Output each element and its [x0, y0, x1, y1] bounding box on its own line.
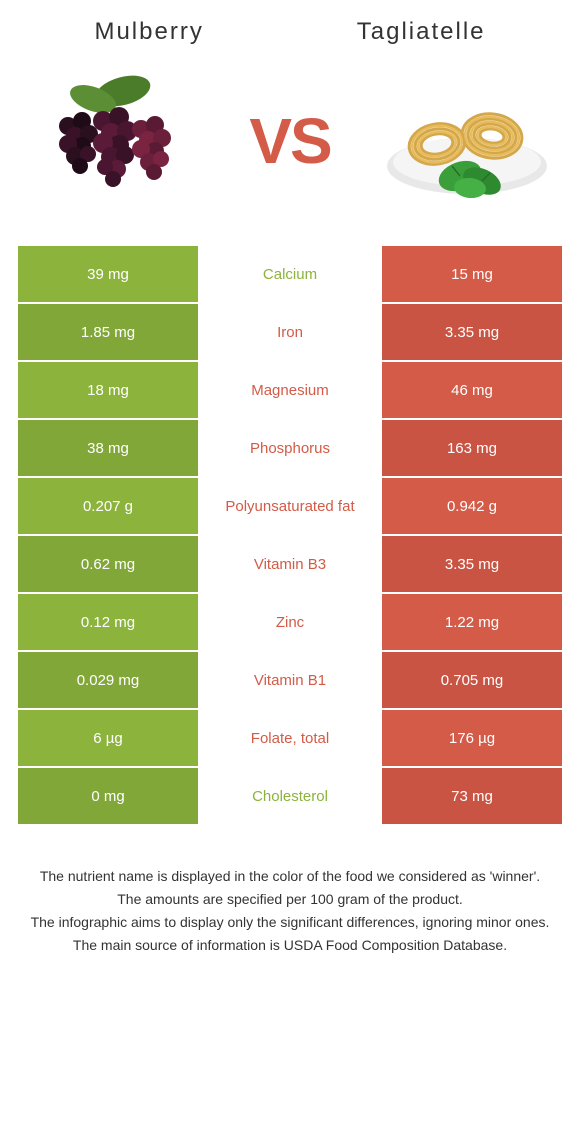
nutrient-label: Magnesium — [198, 362, 382, 418]
nutrient-label: Calcium — [198, 246, 382, 302]
tagliatelle-image — [382, 66, 552, 216]
value-left: 39 mg — [18, 246, 198, 302]
footer-notes: The nutrient name is displayed in the co… — [18, 866, 562, 956]
value-right: 15 mg — [382, 246, 562, 302]
vs-label: VS — [249, 104, 330, 178]
value-left: 0.029 mg — [18, 652, 198, 708]
value-left: 0.12 mg — [18, 594, 198, 650]
table-row: 1.85 mgIron3.35 mg — [18, 304, 562, 360]
table-row: 0.12 mgZinc1.22 mg — [18, 594, 562, 650]
value-left: 0 mg — [18, 768, 198, 824]
nutrient-label: Phosphorus — [198, 420, 382, 476]
nutrient-label: Zinc — [198, 594, 382, 650]
table-row: 0.029 mgVitamin B10.705 mg — [18, 652, 562, 708]
value-right: 46 mg — [382, 362, 562, 418]
value-left: 6 µg — [18, 710, 198, 766]
nutrient-label: Vitamin B3 — [198, 536, 382, 592]
value-left: 0.62 mg — [18, 536, 198, 592]
nutrient-label: Cholesterol — [198, 768, 382, 824]
nutrient-label: Folate, total — [198, 710, 382, 766]
value-left: 0.207 g — [18, 478, 198, 534]
value-left: 38 mg — [18, 420, 198, 476]
header: Mulberry Tagliatelle — [18, 18, 562, 46]
value-right: 3.35 mg — [382, 536, 562, 592]
table-row: 18 mgMagnesium46 mg — [18, 362, 562, 418]
nutrient-table: 39 mgCalcium15 mg1.85 mgIron3.35 mg18 mg… — [18, 246, 562, 826]
nutrient-label: Polyunsaturated fat — [198, 478, 382, 534]
footer-line: The infographic aims to display only the… — [28, 912, 552, 933]
table-row: 0.207 gPolyunsaturated fat0.942 g — [18, 478, 562, 534]
table-row: 38 mgPhosphorus163 mg — [18, 420, 562, 476]
nutrient-label: Vitamin B1 — [198, 652, 382, 708]
value-right: 163 mg — [382, 420, 562, 476]
hero-row: VS — [18, 66, 562, 216]
value-right: 0.942 g — [382, 478, 562, 534]
nutrient-label: Iron — [198, 304, 382, 360]
food-left-title: Mulberry — [94, 18, 203, 46]
table-row: 39 mgCalcium15 mg — [18, 246, 562, 302]
table-row: 0.62 mgVitamin B33.35 mg — [18, 536, 562, 592]
value-left: 18 mg — [18, 362, 198, 418]
value-right: 176 µg — [382, 710, 562, 766]
value-left: 1.85 mg — [18, 304, 198, 360]
footer-line: The nutrient name is displayed in the co… — [28, 866, 552, 887]
table-row: 6 µgFolate, total176 µg — [18, 710, 562, 766]
value-right: 73 mg — [382, 768, 562, 824]
table-row: 0 mgCholesterol73 mg — [18, 768, 562, 824]
value-right: 3.35 mg — [382, 304, 562, 360]
footer-line: The amounts are specified per 100 gram o… — [28, 889, 552, 910]
food-right-title: Tagliatelle — [357, 18, 486, 46]
footer-line: The main source of information is USDA F… — [28, 935, 552, 956]
mulberry-image — [28, 66, 198, 216]
value-right: 1.22 mg — [382, 594, 562, 650]
value-right: 0.705 mg — [382, 652, 562, 708]
